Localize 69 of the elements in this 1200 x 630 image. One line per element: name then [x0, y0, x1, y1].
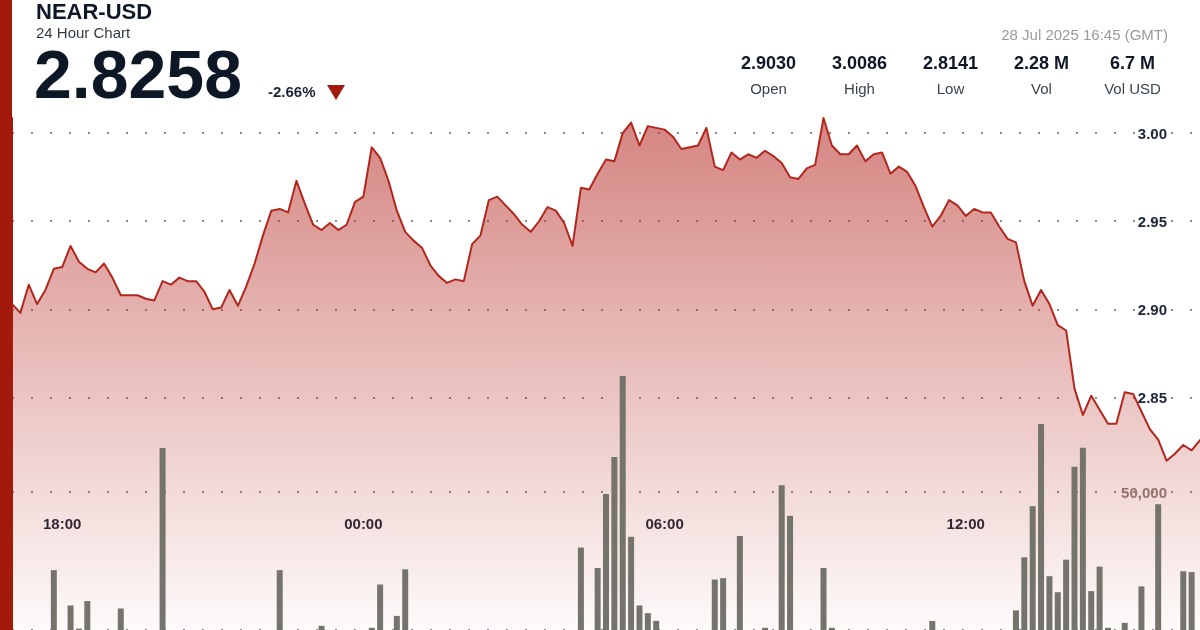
bar [1012, 610, 1019, 630]
bar [50, 570, 57, 630]
bar [1121, 622, 1128, 630]
y-tick-label: 2.85 [1137, 388, 1167, 406]
bar [736, 535, 743, 630]
text: Vol [1031, 80, 1052, 98]
text: 2.28 M [1013, 52, 1070, 74]
bar [628, 536, 635, 630]
x-tick-label: 18:00 [43, 515, 82, 532]
bar [84, 601, 91, 630]
bar [653, 620, 660, 630]
text: Low [936, 80, 965, 98]
bar [594, 567, 601, 630]
bar [603, 494, 609, 630]
bar [159, 447, 166, 630]
bar [929, 620, 936, 630]
y-tick-label: 2.95 [1137, 212, 1167, 230]
text: High [844, 80, 875, 98]
bar [1029, 506, 1036, 630]
bar [1088, 591, 1095, 630]
bar [377, 584, 384, 630]
bar [711, 579, 718, 630]
bar [393, 615, 400, 630]
bar [611, 457, 618, 630]
chart-title: NEAR-USD [36, 0, 153, 24]
bar [368, 627, 375, 630]
bar [820, 567, 827, 630]
x-tick-label: 06:00 [645, 515, 684, 532]
bar [1046, 576, 1053, 630]
text: 2.9030 [740, 52, 797, 74]
text: 3.0086 [831, 52, 888, 74]
bar [1021, 557, 1028, 630]
chart-subtitle: 24 Hour Chart [36, 24, 131, 42]
bar [1104, 627, 1111, 630]
bar [1096, 566, 1103, 630]
text: -2.66% [268, 83, 316, 101]
bar [778, 485, 785, 630]
bar [787, 515, 794, 630]
bar [1188, 572, 1195, 630]
bar [1054, 592, 1061, 630]
bar [1071, 466, 1078, 630]
text: Vol USD [1104, 80, 1161, 98]
bar [1063, 559, 1070, 630]
bar [636, 605, 643, 630]
text: Open [750, 80, 787, 98]
bar [276, 570, 283, 630]
bar [1180, 571, 1187, 630]
bar [644, 613, 651, 630]
bar [577, 547, 584, 630]
bar [1138, 586, 1145, 630]
bar [720, 578, 727, 630]
y2-tick-label: 50,000 [1121, 483, 1167, 501]
bar [67, 605, 74, 630]
bar [1079, 447, 1086, 630]
text: 2.8141 [922, 52, 979, 74]
bar [761, 627, 768, 630]
bar [318, 625, 325, 630]
text: 6.7 M [1109, 52, 1156, 74]
x-tick-label: 12:00 [946, 515, 985, 532]
bar [1038, 423, 1045, 630]
bar [619, 376, 626, 630]
text: 28 Jul 2025 16:45 (GMT) [1001, 26, 1168, 44]
x-tick-label: 00:00 [344, 515, 383, 532]
bar [1155, 504, 1162, 630]
bar [402, 569, 409, 630]
y-tick-label: 2.90 [1137, 300, 1167, 318]
bar [117, 608, 124, 630]
y-tick-label: 3.00 [1137, 124, 1167, 142]
bar [828, 627, 835, 630]
